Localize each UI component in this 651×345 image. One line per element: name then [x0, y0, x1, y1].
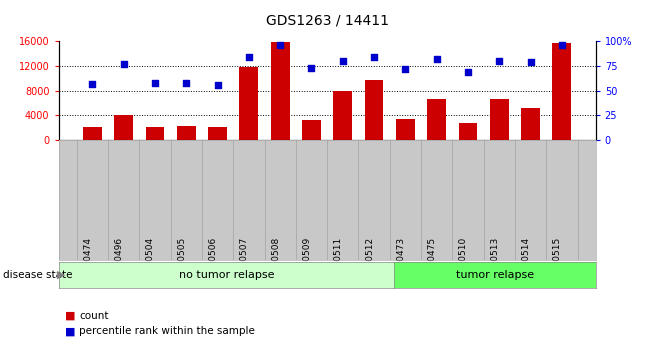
Point [369, 55, 380, 60]
Bar [208, 127, 227, 140]
Point [306, 65, 316, 71]
Point [494, 58, 505, 64]
Point [400, 66, 411, 72]
Point [87, 81, 98, 87]
Point [275, 42, 285, 48]
Bar [271, 42, 290, 140]
Text: no tumor relapse: no tumor relapse [178, 270, 274, 280]
Text: tumor relapse: tumor relapse [456, 270, 534, 280]
Bar [333, 91, 352, 140]
Bar [427, 99, 446, 140]
Text: ■: ■ [65, 311, 76, 321]
Text: count: count [79, 311, 109, 321]
Bar [83, 127, 102, 140]
Bar [146, 127, 165, 140]
Text: ▶: ▶ [57, 270, 65, 280]
Point [212, 82, 223, 87]
Point [118, 61, 129, 67]
Bar [365, 79, 383, 140]
Bar [458, 123, 477, 140]
Bar [177, 126, 196, 140]
Point [181, 80, 191, 86]
Point [243, 55, 254, 60]
Bar [302, 120, 321, 140]
Bar [240, 67, 258, 140]
Bar [521, 108, 540, 140]
Bar [396, 119, 415, 140]
Bar [490, 99, 508, 140]
Text: GDS1263 / 14411: GDS1263 / 14411 [266, 14, 389, 28]
Bar [553, 43, 572, 140]
Point [338, 58, 348, 64]
Text: disease state: disease state [3, 270, 73, 280]
Point [557, 42, 567, 48]
Text: ■: ■ [65, 326, 76, 336]
Point [432, 56, 442, 62]
Bar [115, 115, 133, 140]
Text: percentile rank within the sample: percentile rank within the sample [79, 326, 255, 336]
Point [525, 59, 536, 65]
Point [150, 80, 160, 86]
Point [463, 69, 473, 75]
